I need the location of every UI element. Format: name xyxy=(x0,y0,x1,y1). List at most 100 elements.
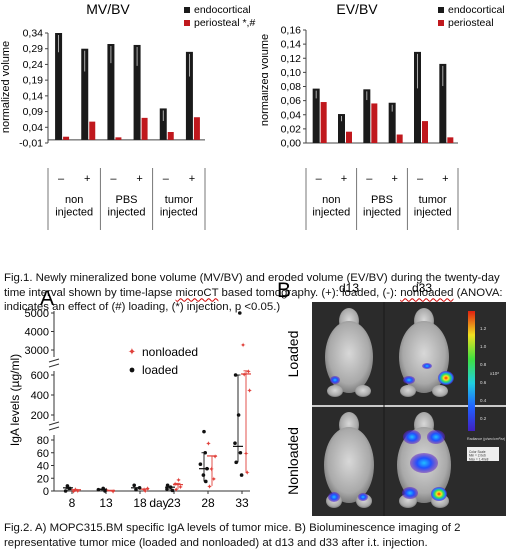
x-tick-label: 13 xyxy=(99,496,113,510)
bar-periosteal xyxy=(422,121,428,143)
x-tick-label: 33 xyxy=(235,496,249,510)
axis-break xyxy=(48,363,60,368)
axis-break xyxy=(48,358,60,363)
bar-endocortical xyxy=(338,114,345,143)
y-tick-label: 0,06 xyxy=(281,95,302,107)
signal-spot xyxy=(438,371,454,385)
timepoint-label-d33: d33 xyxy=(412,281,432,295)
y-tick-label: 0,00 xyxy=(281,138,302,150)
scale-tick-label: 0.4 xyxy=(480,398,487,403)
point-nonloaded: ✦ xyxy=(211,475,217,483)
legend-label-periosteal: periosteal xyxy=(448,17,494,29)
point-nonloaded: ✦ xyxy=(173,486,179,494)
legend-marker-loaded xyxy=(129,367,135,373)
signal-spot xyxy=(422,363,432,369)
point-loaded xyxy=(165,483,170,488)
figure-2-caption: Fig.2. A) MOPC315.BM specific IgA levels… xyxy=(4,522,461,549)
y-tick-label: 3000 xyxy=(25,345,49,357)
x-tick-label: – xyxy=(366,173,373,185)
bar-series xyxy=(55,33,200,140)
x-tick-label: 28 xyxy=(201,496,215,510)
bar-endocortical xyxy=(363,89,371,143)
point-nonloaded: ✦ xyxy=(142,487,148,495)
x-tick-label: 8 xyxy=(69,496,76,510)
point-nonloaded: ✦ xyxy=(244,469,250,477)
y-tick-label: 0,14 xyxy=(23,90,44,102)
y-axis-label: IgA levels (µg/ml) xyxy=(8,354,22,446)
axis-break xyxy=(48,426,60,431)
x-axis-label: day xyxy=(149,496,168,510)
panel-b-label: B xyxy=(277,279,291,302)
point-loaded xyxy=(132,483,136,488)
y-tick-label: 0,14 xyxy=(281,39,302,51)
y-axis-label: normalized volume xyxy=(262,34,271,126)
caption-text: (ANOVA: indicates an effect of (#) loadi… xyxy=(4,286,503,314)
bar-endocortical xyxy=(133,44,141,140)
signal-spot xyxy=(358,493,368,501)
ev-bv-chart: EV/BV endocortical periosteal normalized… xyxy=(262,1,505,230)
bioluminescence-panel: B d13 d33 xyxy=(277,279,506,516)
y-tick-label: 20 xyxy=(37,473,49,485)
group-label: tumor injected xyxy=(414,194,452,219)
bar-endocortical xyxy=(185,51,193,140)
axis-break xyxy=(48,421,60,426)
scale-tick-label: 1.0 xyxy=(480,344,487,349)
y-tick-label: 0,16 xyxy=(281,25,302,37)
point-loaded xyxy=(198,462,203,467)
mouse-loaded-d33 xyxy=(399,308,454,397)
bar-periosteal xyxy=(141,117,148,140)
y-tick-label: 0,02 xyxy=(281,123,302,135)
caption-text: based tomography. (+): loaded, (-): xyxy=(218,286,401,299)
x-tick-label: + xyxy=(84,173,90,185)
legend-label-endocortical: endocortical xyxy=(448,4,505,16)
signal-spot xyxy=(431,487,447,501)
point-nonloaded: ✦ xyxy=(71,488,77,496)
bar-periosteal xyxy=(371,103,378,143)
caption-flagged-word: nonloaded xyxy=(400,286,454,299)
y-tick-label: 0,24 xyxy=(23,59,44,71)
point-loaded xyxy=(236,413,241,417)
signal-spot xyxy=(410,453,438,473)
scale-tick-label: 0.8 xyxy=(480,362,487,367)
legend-label-nonloaded: nonloaded xyxy=(142,345,198,359)
y-tick-label: 200 xyxy=(31,410,49,422)
row-label-loaded: Loaded xyxy=(285,331,301,378)
scale-minmax-box xyxy=(467,447,499,461)
legend-swatch-endocortical xyxy=(438,7,444,13)
group-label: non injected xyxy=(312,194,350,219)
bar-periosteal xyxy=(320,102,327,143)
scale-tick-label: 0.6 xyxy=(480,380,487,385)
y-tick-label: 40 xyxy=(37,461,49,473)
x-axis-categories: – + – + – + non injected PBS injected tumor injecte… xyxy=(305,168,459,230)
point-nonloaded: ✦ xyxy=(240,341,246,349)
x-tick-label: 23 xyxy=(167,496,181,510)
scale-caption: Radiance (p/sec/cm²/sr) xyxy=(467,437,505,441)
y-tick-label: 80 xyxy=(37,435,49,447)
point-nonloaded: ✦ xyxy=(205,440,211,448)
x-tick-label: – xyxy=(58,173,65,185)
scale-tick-label: 1.2 xyxy=(480,326,487,331)
legend-marker-nonloaded: ✦ xyxy=(128,347,136,358)
signal-spot xyxy=(328,492,340,502)
group-label: PBS injected xyxy=(363,194,401,219)
y-tick-label: 600 xyxy=(31,370,49,382)
scale-unit: x10⁸ xyxy=(490,371,499,376)
legend-label-periosteal: periosteal *,# xyxy=(194,17,255,29)
bar-endocortical xyxy=(81,48,89,140)
point-loaded xyxy=(202,429,206,434)
point-nonloaded: ✦ xyxy=(177,484,183,492)
x-tick-label: – xyxy=(417,173,424,185)
row-label-nonloaded: Nonloaded xyxy=(285,427,301,495)
figure-1-caption: Fig.1. Newly mineralized bone volume (MV… xyxy=(4,271,514,315)
bar-series xyxy=(312,51,454,143)
panel-a-label: A xyxy=(40,287,54,310)
y-tick-label: 0,29 xyxy=(23,43,44,55)
x-tick-label: + xyxy=(136,173,142,185)
legend-label-loaded: loaded xyxy=(142,363,178,377)
point-loaded xyxy=(233,441,237,445)
bar-periosteal xyxy=(346,131,352,143)
point-loaded xyxy=(170,488,175,493)
chart-title: EV/BV xyxy=(336,1,378,17)
signal-spot xyxy=(330,376,340,384)
caption-text: Fig.1. Newly mineralized bone volume (MV… xyxy=(4,272,500,299)
